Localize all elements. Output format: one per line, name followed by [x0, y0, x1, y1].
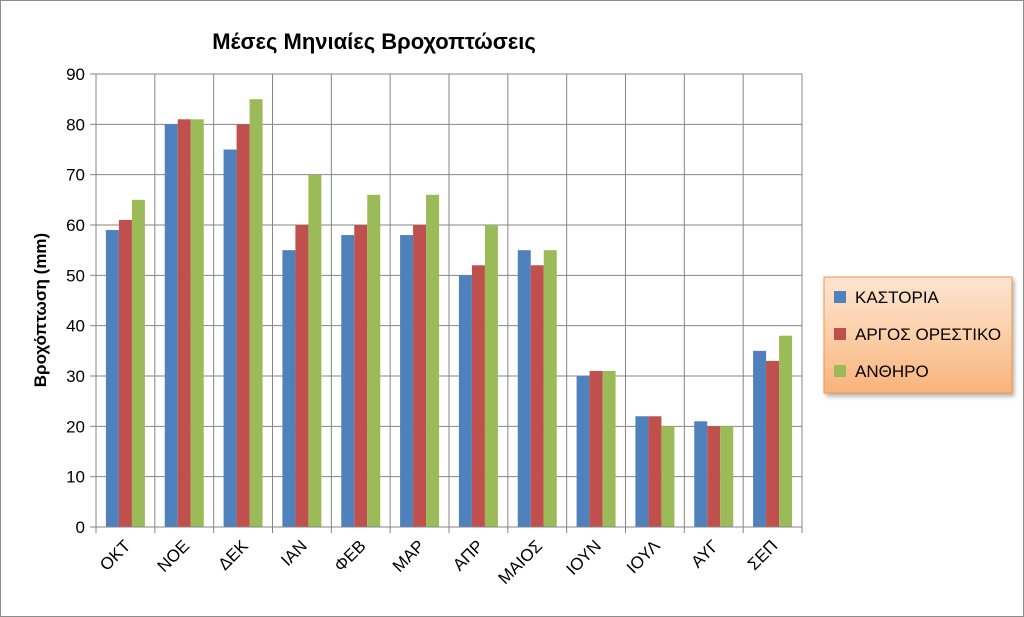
x-tick-label: ΦΕΒ [331, 536, 370, 575]
bar-ανθηρο-8 [602, 370, 616, 527]
bar-αργος-ορεστικο-5 [413, 225, 427, 527]
bar-ανθηρο-1 [190, 119, 204, 528]
bar-αργος-ορεστικο-1 [177, 119, 191, 528]
legend-entry: ΚΑΣΤΟΡΙΑ [855, 288, 940, 307]
bar-καστορια-0 [105, 230, 119, 528]
bar-καστορια-4 [341, 235, 355, 528]
bar-αργος-ορεστικο-0 [118, 219, 132, 527]
bar-αργος-ορεστικο-10 [707, 426, 721, 527]
plot-border [95, 73, 803, 528]
bar-καστορια-10 [694, 421, 708, 527]
y-tick-label: 80 [66, 115, 85, 134]
bar-αργος-ορεστικο-9 [648, 416, 662, 527]
bar-ανθηρο-9 [661, 426, 675, 527]
x-tick-label: ΔΕΚ [214, 536, 252, 574]
bar-ανθηρο-5 [426, 194, 440, 528]
bar-ανθηρο-10 [720, 426, 734, 527]
bar-καστορια-1 [164, 124, 178, 527]
bar-αργος-ορεστικο-3 [295, 225, 309, 527]
bar-ανθηρο-11 [779, 335, 793, 527]
bar-ανθηρο-6 [484, 225, 498, 527]
bar-αργος-ορεστικο-11 [766, 360, 780, 527]
x-tick-label: ΜΑΡ [389, 536, 428, 575]
y-tick-label: 60 [66, 216, 85, 235]
legend: ΚΑΣΤΟΡΙΑ ΑΡΓΟΣ ΟΡΕΣΤΙΚΟ ΑΝΘΗΡΟ [823, 276, 1013, 394]
bar-ανθηρο-2 [249, 99, 263, 528]
bar-αργος-ορεστικο-6 [471, 265, 485, 527]
x-tick-label: ΑΠΡ [449, 536, 487, 574]
y-tick-label: 20 [66, 417, 85, 436]
legend-entry: ΑΡΓΟΣ ΟΡΕΣΤΙΚΟ [855, 325, 1001, 344]
x-tick-label: ΑΥΓ [687, 536, 722, 571]
y-tick-label: 30 [66, 367, 85, 386]
y-tick-label: 50 [66, 266, 85, 285]
bar-καστορια-5 [400, 235, 414, 528]
legend-swatch [834, 365, 846, 377]
x-tick-label: ΣΕΠ [744, 536, 782, 574]
y-tick-label: 40 [66, 317, 85, 336]
bar-καστορια-11 [753, 350, 767, 527]
legend-swatch [834, 291, 846, 303]
bar-καστορια-9 [635, 416, 649, 527]
x-tick-label: ΜΑΙΟΣ [494, 536, 546, 588]
bar-ανθηρο-4 [367, 194, 381, 528]
y-axis-label: Βροχόπτωση (mm) [31, 233, 50, 387]
bar-ανθηρο-0 [131, 199, 145, 528]
y-tick-label: 90 [66, 65, 85, 84]
bar-αργος-ορεστικο-2 [236, 124, 250, 527]
plot-area: 0 10 20 30 40 50 60 70 80 90 ΟΚΤ ΝΟΕ ΔΕΚ ΙΑΝ ΦΕΒ ΜΑΡ ΑΠΡ… [66, 65, 803, 588]
legend-box [823, 276, 1013, 394]
x-tick-label: ΝΟΕ [154, 536, 193, 575]
x-tick-label: ΟΚΤ [96, 536, 134, 574]
bar-καστορια-2 [223, 149, 237, 527]
x-tick-label: ΙΟΥΝ [562, 536, 604, 578]
x-tick-label: ΙΑΝ [277, 536, 310, 569]
bar-αργος-ορεστικο-4 [354, 225, 368, 527]
x-tick-label: ΙΟΥΛ [623, 536, 664, 577]
legend-entry: ΑΝΘΗΡΟ [855, 362, 929, 381]
bar-καστορια-8 [576, 376, 590, 527]
bar-ανθηρο-3 [308, 174, 322, 527]
bar-καστορια-3 [282, 250, 296, 527]
chart-title: Μέσες Μηνιαίες Βροχοπτώσεις [212, 29, 536, 54]
bar-καστορια-7 [517, 250, 531, 527]
legend-swatch [834, 328, 846, 340]
bar-ανθηρο-7 [543, 250, 557, 527]
y-tick-label: 0 [76, 518, 85, 537]
bar-αργος-ορεστικο-7 [530, 265, 544, 527]
y-tick-label: 10 [66, 468, 85, 487]
bar-καστορια-6 [458, 275, 472, 527]
bar-αργος-ορεστικο-8 [589, 370, 603, 527]
y-tick-label: 70 [66, 166, 85, 185]
